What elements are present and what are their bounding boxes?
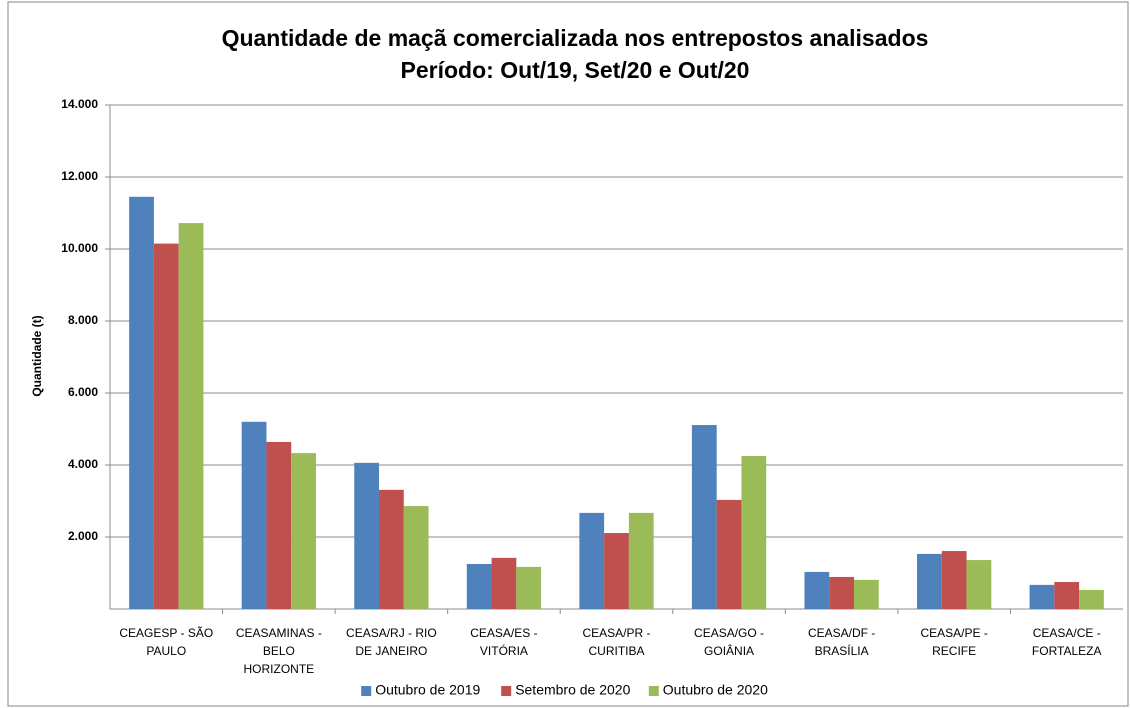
bar — [379, 489, 404, 609]
x-tick-label: CEASA/DF - BRASÍLIA — [807, 626, 876, 658]
bar — [741, 456, 767, 609]
bar — [966, 560, 992, 609]
bar — [941, 551, 967, 609]
x-tick-label: CEASAMINAS - BELO HORIZONTE — [235, 626, 322, 676]
bar — [691, 425, 717, 609]
bar — [516, 566, 542, 609]
bar — [628, 512, 654, 609]
legend-swatch — [501, 686, 512, 696]
chart-subtitle: Período: Out/19, Set/20 e Out/20 — [401, 57, 750, 83]
bar — [266, 441, 292, 609]
legend-label: Outubro de 2019 — [375, 682, 480, 698]
bar — [491, 557, 517, 609]
bar — [403, 506, 429, 609]
y-tick-label: 6.000 — [68, 385, 98, 399]
bar — [917, 553, 942, 609]
bar — [1079, 589, 1104, 609]
legend-label: Setembro de 2020 — [515, 682, 630, 698]
x-tick-label: CEASA/CE - FORTALEZA — [1031, 626, 1102, 658]
x-tick-label: CEASA/GO - GOIÂNIA — [694, 626, 765, 658]
bar — [716, 499, 742, 609]
y-axis-label: Quantidade (t) — [30, 315, 44, 396]
y-tick-label: 2.000 — [68, 529, 98, 543]
legend-swatch — [361, 686, 372, 696]
bar — [354, 462, 380, 609]
legend-label: Outubro de 2020 — [663, 682, 768, 698]
y-tick-label: 10.000 — [61, 241, 98, 255]
x-tick-label: CEAGESP - SÃO PAULO — [119, 626, 214, 658]
bar — [466, 564, 492, 609]
bar — [153, 243, 179, 609]
x-tick-label: CEASA/RJ - RIO DE JANEIRO — [346, 626, 437, 658]
chart-border — [7, 1, 1129, 707]
bar — [604, 533, 629, 609]
bar — [241, 421, 267, 609]
y-tick-label: 12.000 — [61, 169, 98, 183]
bar — [579, 512, 605, 609]
bar — [291, 453, 316, 609]
bar — [1029, 584, 1055, 609]
x-tick-label: CEASA/PE - RECIFE — [920, 626, 988, 658]
chart-title: Quantidade de maçã comercializada nos en… — [222, 25, 929, 51]
x-tick-label: CEASA/PR - CURITIBA — [582, 626, 651, 658]
legend-swatch — [648, 686, 659, 696]
bar — [829, 576, 854, 609]
bar — [804, 571, 830, 609]
bar — [129, 196, 154, 610]
bar — [178, 223, 204, 609]
y-tick-label: 4.000 — [68, 457, 98, 471]
y-tick-label: 14.000 — [61, 97, 98, 111]
bar — [853, 579, 879, 609]
x-tick-label: CEASA/ES - VITÓRIA — [470, 626, 538, 658]
bar — [1054, 582, 1080, 609]
y-tick-label: 8.000 — [68, 313, 98, 327]
